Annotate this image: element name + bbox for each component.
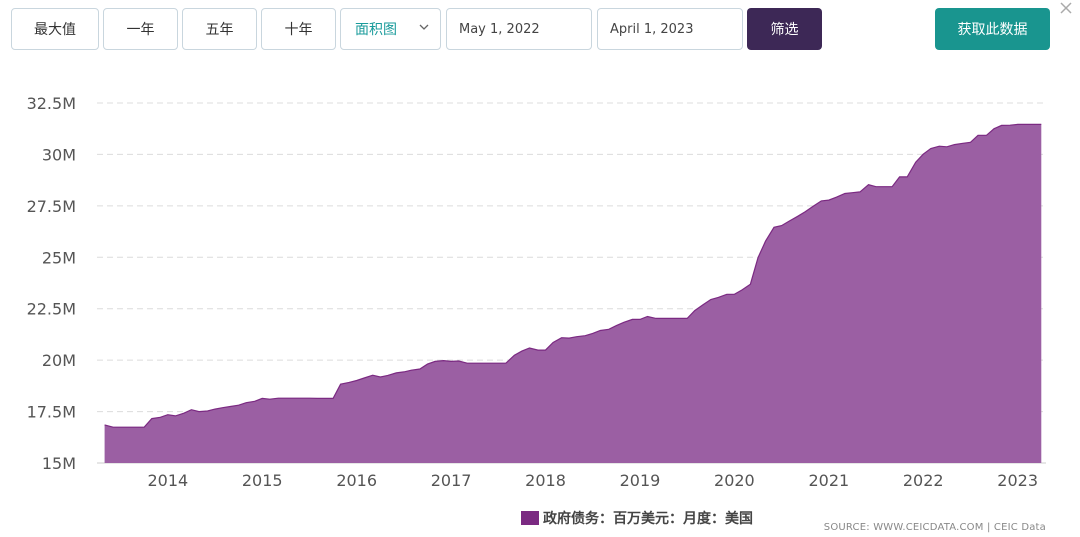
x-tick-label: 2022 [903, 471, 944, 490]
y-axis: 15M 17.5M 20M 22.5M 25M 27.5M 30M 32.5M [27, 94, 76, 473]
y-tick-label: 30M [42, 145, 76, 164]
source-credit: SOURCE: WWW.CEICDATA.COM | CEIC Data [823, 522, 1046, 533]
close-icon[interactable] [1058, 0, 1074, 16]
x-tick-label: 2016 [336, 471, 377, 490]
range-1y-button[interactable]: 一年 [103, 8, 178, 50]
x-tick-label: 2015 [242, 471, 283, 490]
toolbar: 最大值 一年 五年 十年 面积图 筛选 获取此数据 [0, 0, 1080, 60]
x-tick-label: 2014 [147, 471, 188, 490]
range-max-button[interactable]: 最大值 [11, 8, 99, 50]
range-5y-button[interactable]: 五年 [182, 8, 257, 50]
y-tick-label: 25M [42, 248, 76, 267]
x-tick-label: 2020 [714, 471, 755, 490]
y-tick-label: 20M [42, 351, 76, 370]
filter-button[interactable]: 筛选 [747, 8, 822, 50]
get-data-button[interactable]: 获取此数据 [935, 8, 1050, 50]
date-from-input[interactable] [446, 8, 592, 50]
x-tick-label: 2019 [620, 471, 661, 490]
range-10y-button[interactable]: 十年 [261, 8, 336, 50]
date-to-input[interactable] [597, 8, 743, 50]
x-tick-label: 2021 [808, 471, 849, 490]
x-axis: 2014 2015 2016 2017 2018 2019 2020 2021 2022 2023 [147, 471, 1038, 490]
x-tick-label: 2017 [431, 471, 472, 490]
series-area [104, 123, 1042, 464]
chart-type-select[interactable]: 面积图 [340, 8, 441, 50]
series-line [104, 123, 1042, 428]
y-tick-label: 17.5M [27, 403, 76, 422]
chart-type-label: 面积图 [355, 22, 397, 38]
y-tick-label: 22.5M [27, 300, 76, 319]
series-area-fill [104, 124, 1042, 464]
legend-swatch [521, 511, 539, 525]
y-tick-label: 15M [42, 454, 76, 473]
legend: 政府债务：百万美元：月度：美国 [521, 508, 753, 528]
x-tick-label: 2023 [997, 471, 1038, 490]
y-tick-label: 27.5M [27, 197, 76, 216]
y-tick-label: 32.5M [27, 94, 76, 113]
chevron-down-icon [419, 24, 429, 30]
legend-label: 政府债务：百万美元：月度：美国 [543, 511, 753, 527]
x-tick-label: 2018 [525, 471, 566, 490]
